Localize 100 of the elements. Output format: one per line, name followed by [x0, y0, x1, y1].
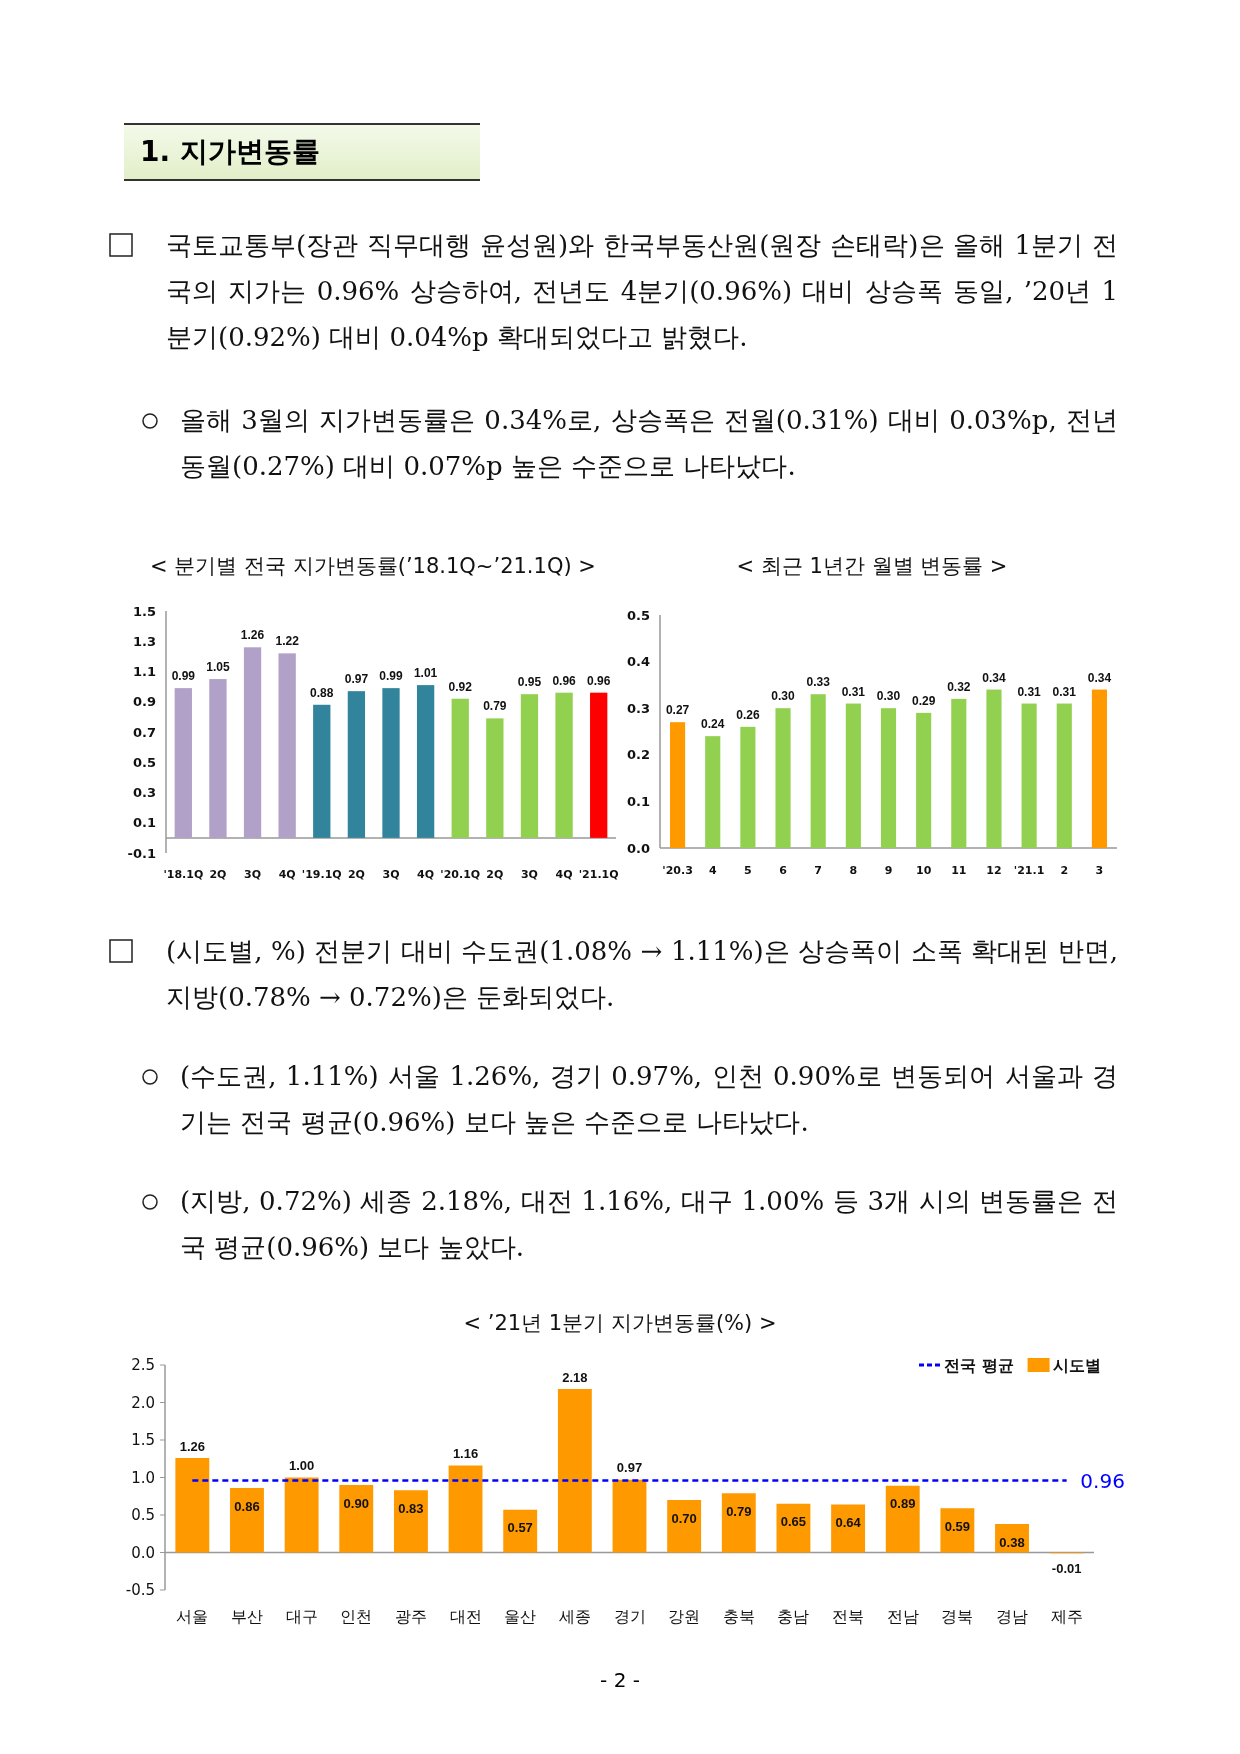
annotation: 0.96	[1080, 1468, 1125, 1493]
data-label: 0.32	[947, 679, 971, 694]
text: (지방, 0.72%) 세종 2.18%, 대전 1.16%, 대구 1.00% 등 3개 시의 변동률은 전국 평균(0.96%) 보다 높았다.	[180, 1185, 1118, 1264]
x-tick-label: '18.1Q	[163, 867, 204, 881]
y-tick-label: 1.5	[132, 603, 156, 619]
bar	[520, 694, 539, 838]
bar	[940, 1508, 975, 1553]
bar	[174, 688, 192, 838]
x-tick-label: 4Q	[555, 867, 573, 881]
data-label: 0.26	[736, 707, 760, 722]
x-tick-label: 4Q	[278, 867, 296, 881]
bar	[1056, 703, 1072, 848]
data-label: 0.29	[911, 693, 936, 708]
text: (시도별, %) 전분기 대비 수도권(1.08% → 1.11%)은 상승폭이 소폭 확대된 반면, 지방(0.78% → 0.72%)은 둔화되었다.	[166, 935, 1118, 1014]
x-tick-label: 대구	[285, 1606, 318, 1626]
bar	[243, 647, 262, 838]
x-tick-label: 서울	[176, 1606, 209, 1626]
x-tick-label: 부산	[230, 1606, 263, 1626]
data-label: 0.96	[552, 673, 577, 688]
bar	[1021, 703, 1037, 848]
data-label: 0.97	[616, 1460, 643, 1476]
data-label: 0.65	[780, 1514, 807, 1530]
data-label: 0.31	[841, 684, 866, 699]
y-tick-label: -0.1	[127, 845, 156, 861]
bar	[831, 1504, 866, 1553]
x-tick-label: 광주	[394, 1606, 427, 1626]
bar	[721, 1493, 756, 1553]
bar	[775, 708, 791, 848]
data-label: 1.00	[288, 1458, 315, 1473]
bar	[810, 694, 826, 848]
bar	[557, 1389, 592, 1553]
x-tick-label: 세종	[558, 1606, 591, 1626]
data-label: 0.96	[587, 673, 611, 688]
x-tick-label: 8	[849, 863, 858, 877]
bar	[284, 1477, 319, 1553]
y-tick-label: 0.5	[131, 1506, 155, 1524]
y-tick-label: 0.4	[626, 654, 650, 670]
x-tick-label: 3Q	[382, 867, 400, 881]
x-tick-label: '20.1Q	[440, 867, 481, 881]
text: 올해 3월의 지가변동률은 0.34%로, 상승폭은 전월(0.31%) 대비 0.03%p, 전년 동월(0.27%) 대비 0.07%p 높은 수준으로 나타났다.	[180, 404, 1118, 483]
data-label: 2.18	[562, 1369, 588, 1385]
x-tick-label: 충남	[777, 1606, 810, 1626]
data-label: 0.79	[726, 1503, 752, 1519]
x-tick-label: 9	[884, 863, 893, 877]
y-tick-label: 0.0	[626, 840, 650, 856]
data-label: 0.95	[517, 675, 542, 690]
data-label: 0.38	[999, 1534, 1025, 1550]
x-tick-label: 2	[1060, 863, 1069, 877]
bar	[555, 692, 573, 838]
data-label: 0.79	[483, 699, 507, 714]
data-label: 0.31	[1052, 684, 1077, 699]
legend-label: 시도별	[1052, 1355, 1101, 1375]
data-label: 0.92	[448, 679, 473, 694]
x-tick-label: 경남	[996, 1606, 1029, 1626]
x-tick-label: 대전	[449, 1606, 482, 1626]
x-tick-label: 2Q	[347, 867, 365, 881]
x-tick-label: 제주	[1050, 1606, 1083, 1626]
x-tick-label: 경기	[613, 1606, 646, 1626]
x-tick-label: 3	[1095, 863, 1104, 877]
bar	[705, 736, 721, 848]
bar	[885, 1485, 920, 1553]
bar	[175, 1458, 210, 1553]
bar	[916, 712, 932, 848]
x-tick-label: 충북	[722, 1606, 755, 1626]
data-label: 0.59	[944, 1518, 971, 1534]
y-tick-label: 0.1	[626, 793, 650, 809]
x-tick-label: 2Q	[209, 867, 227, 881]
data-label: 1.26	[240, 628, 265, 643]
data-label: 1.26	[179, 1438, 205, 1454]
data-label: 1.16	[452, 1446, 479, 1461]
bar	[486, 718, 504, 838]
data-label: 0.89	[890, 1496, 916, 1512]
bar	[670, 722, 686, 848]
text: 1. 지가변동률	[124, 123, 480, 181]
x-tick-label: 2Q	[486, 867, 504, 881]
x-tick-label: 경북	[941, 1606, 974, 1626]
x-tick-label: 4	[708, 863, 717, 877]
x-tick-label: 3Q	[520, 867, 538, 881]
text: 국토교통부(장관 직무대행 윤성원)와 한국부동산원(원장 손태락)은 올해 1분기 전국의 지가는 0.96% 상승하여, 전년도 4분기(0.96%) 대비 상승폭 동일, ’20년 1분기(0.92%) 대비 0.04%p 확대되었다고 밝혔다.	[166, 229, 1118, 354]
bar	[382, 688, 400, 838]
bar	[347, 691, 366, 838]
x-tick-label: '20.3	[662, 863, 693, 877]
y-tick-label: 2.0	[131, 1393, 155, 1412]
bar	[393, 1490, 428, 1553]
y-tick-label: -0.5	[125, 1581, 155, 1599]
y-tick-label: 0.7	[132, 724, 156, 740]
data-label: 0.30	[771, 689, 796, 704]
y-tick-label: 0.3	[626, 700, 650, 716]
y-tick-label: 0.5	[132, 754, 156, 770]
bar	[612, 1479, 647, 1553]
data-label: 0.33	[806, 675, 831, 690]
y-tick-label: 2.5	[131, 1356, 155, 1374]
x-tick-label: 5	[744, 863, 752, 877]
x-tick-label: 강원	[668, 1606, 701, 1626]
data-label: 0.70	[671, 1510, 697, 1526]
chart-title: < 최근 1년간 월별 변동률 >	[736, 554, 1008, 578]
x-tick-label: 인천	[340, 1606, 373, 1626]
x-tick-label: 울산	[504, 1606, 537, 1626]
y-tick-label: 0.1	[132, 815, 156, 831]
bar	[503, 1509, 538, 1553]
